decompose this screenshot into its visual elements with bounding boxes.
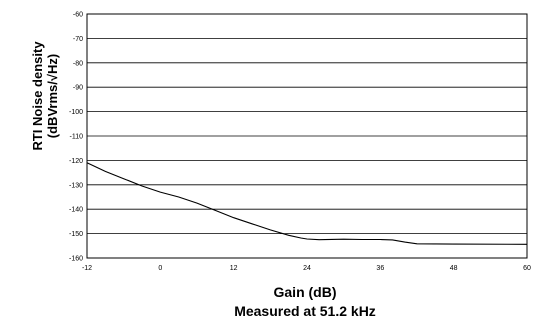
y-tick-label: -90: [73, 85, 83, 92]
y-tick-labels: -60 -70 -80 -90 -100 -110 -120 -130 -140 -150 -160: [69, 12, 83, 263]
grid-lines: [87, 13, 527, 259]
y-tick-label: -100: [69, 109, 83, 116]
y-tick-label: -80: [73, 60, 83, 67]
x-tick-label: 12: [230, 265, 238, 272]
x-axis-sublabel: Measured at 51.2 kHz: [234, 303, 376, 319]
y-tick-label: -160: [69, 256, 83, 263]
x-axis-label: Gain (dB): [274, 284, 337, 300]
y-tick-label: -60: [73, 12, 83, 19]
y-tick-label: -70: [73, 36, 83, 43]
x-tick-labels: -12 0 12 24 36 48 60: [82, 265, 531, 272]
y-tick-label: -150: [69, 231, 83, 238]
x-tick-label: 48: [450, 265, 458, 272]
y-axis-label-line2: (dBVrms/√Hz): [45, 54, 60, 138]
y-tick-label: -110: [70, 134, 84, 141]
y-tick-label: -140: [69, 207, 83, 214]
series-line: [86, 162, 528, 245]
x-tick-label: 36: [376, 265, 384, 272]
x-tick-label: 60: [523, 265, 531, 272]
x-tick-label: 24: [303, 265, 311, 272]
y-tick-label: -130: [69, 182, 83, 189]
y-tick-label: -120: [69, 158, 83, 165]
y-axis-label-line1: RTI Noise density: [30, 41, 45, 151]
series-lines: [86, 162, 528, 245]
x-tick-label: 0: [158, 265, 162, 272]
x-tick-label: -12: [82, 265, 92, 272]
